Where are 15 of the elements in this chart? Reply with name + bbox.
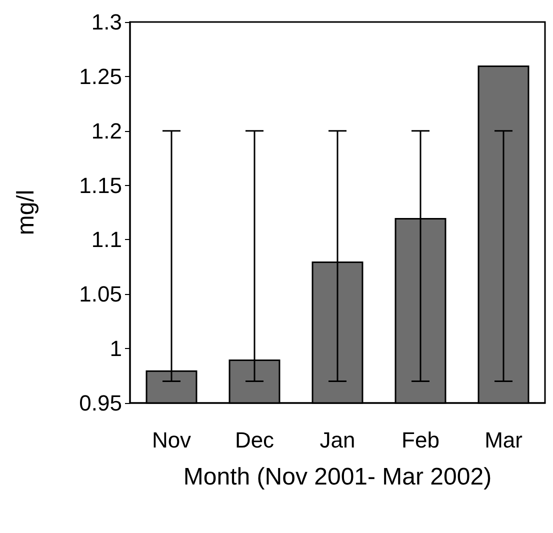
x-axis-title: Month (Nov 2001- Mar 2002): [183, 464, 492, 490]
x-tick-label: Nov: [152, 428, 192, 452]
y-tick-label: 1.15: [79, 172, 122, 198]
y-tick-label: 1.2: [91, 118, 122, 144]
y-tick-label: 1.3: [91, 10, 122, 34]
y-tick-label: 0.95: [79, 390, 122, 416]
x-tick-label: Mar: [484, 428, 522, 452]
y-axis-title: mg/l: [12, 190, 40, 236]
y-tick-label: 1.05: [79, 282, 122, 307]
x-tick-label: Jan: [320, 428, 356, 452]
y-tick-label: 1.1: [91, 227, 122, 252]
x-tick-label: Feb: [402, 428, 440, 452]
y-tick-label: 1: [110, 336, 122, 362]
y-tick-label: 1.25: [79, 64, 122, 89]
x-tick-label: Dec: [234, 428, 274, 452]
